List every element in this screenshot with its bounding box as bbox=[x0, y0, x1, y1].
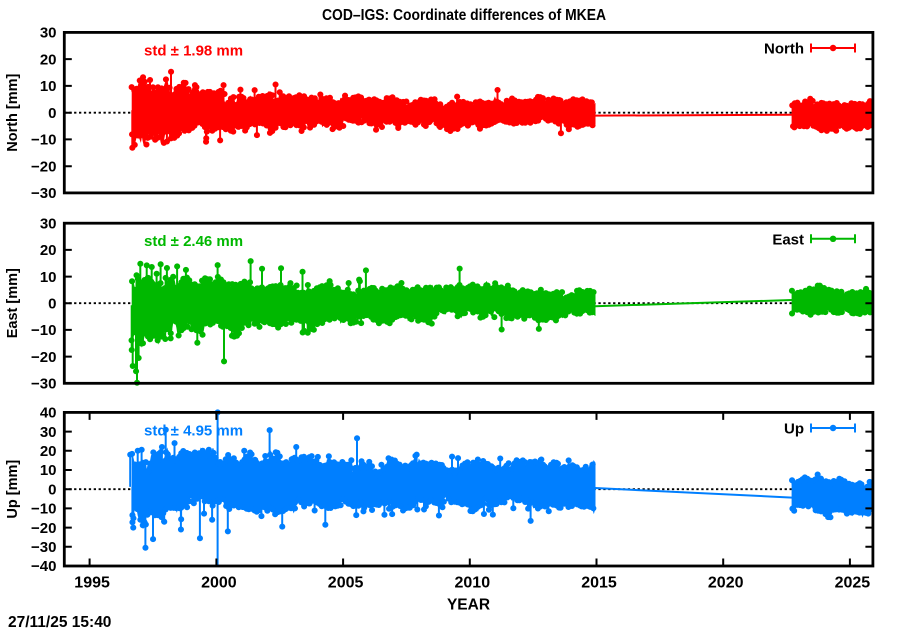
svg-text:North [mm]: North [mm] bbox=[5, 73, 21, 151]
svg-text:−30: −30 bbox=[31, 185, 56, 202]
svg-text:North: North bbox=[764, 41, 804, 58]
svg-text:30: 30 bbox=[40, 424, 57, 441]
svg-text:East [mm]: East [mm] bbox=[5, 268, 21, 338]
svg-text:40: 40 bbox=[40, 405, 57, 422]
svg-text:−30: −30 bbox=[31, 376, 56, 393]
svg-text:30: 30 bbox=[40, 215, 57, 232]
svg-text:−20: −20 bbox=[31, 520, 56, 537]
svg-text:East: East bbox=[772, 231, 804, 248]
svg-text:−10: −10 bbox=[31, 501, 56, 518]
svg-text:std ± 2.46 mm: std ± 2.46 mm bbox=[144, 233, 243, 250]
svg-text:Up [mm]: Up [mm] bbox=[5, 460, 21, 519]
svg-text:std ± 4.95 mm: std ± 4.95 mm bbox=[144, 422, 243, 439]
svg-text:2000: 2000 bbox=[201, 575, 237, 592]
svg-text:YEAR: YEAR bbox=[447, 596, 490, 613]
svg-text:2005: 2005 bbox=[328, 575, 364, 592]
svg-text:1995: 1995 bbox=[74, 575, 110, 592]
svg-text:2025: 2025 bbox=[835, 575, 871, 592]
svg-text:−20: −20 bbox=[31, 349, 56, 366]
svg-text:10: 10 bbox=[40, 78, 57, 95]
svg-text:0: 0 bbox=[48, 295, 56, 312]
svg-text:10: 10 bbox=[40, 462, 57, 479]
svg-text:2020: 2020 bbox=[708, 575, 744, 592]
svg-text:−10: −10 bbox=[31, 322, 56, 339]
svg-text:10: 10 bbox=[40, 269, 57, 286]
svg-text:−10: −10 bbox=[31, 132, 56, 149]
svg-text:Up: Up bbox=[784, 421, 804, 438]
svg-text:0: 0 bbox=[48, 481, 56, 498]
svg-text:20: 20 bbox=[40, 443, 57, 460]
svg-text:−20: −20 bbox=[31, 158, 56, 175]
svg-text:20: 20 bbox=[40, 51, 57, 68]
svg-text:2010: 2010 bbox=[455, 575, 491, 592]
svg-text:COD–IGS: Coordinate difference: COD–IGS: Coordinate differences of MKEA bbox=[322, 7, 606, 24]
svg-text:0: 0 bbox=[48, 105, 56, 122]
svg-text:30: 30 bbox=[40, 25, 57, 42]
svg-text:−40: −40 bbox=[31, 558, 56, 575]
svg-text:20: 20 bbox=[40, 242, 57, 259]
svg-text:−30: −30 bbox=[31, 539, 56, 556]
svg-text:2015: 2015 bbox=[581, 575, 617, 592]
svg-text:std ± 1.98 mm: std ± 1.98 mm bbox=[144, 42, 243, 59]
svg-text:27/11/25 15:40: 27/11/25 15:40 bbox=[8, 614, 111, 630]
